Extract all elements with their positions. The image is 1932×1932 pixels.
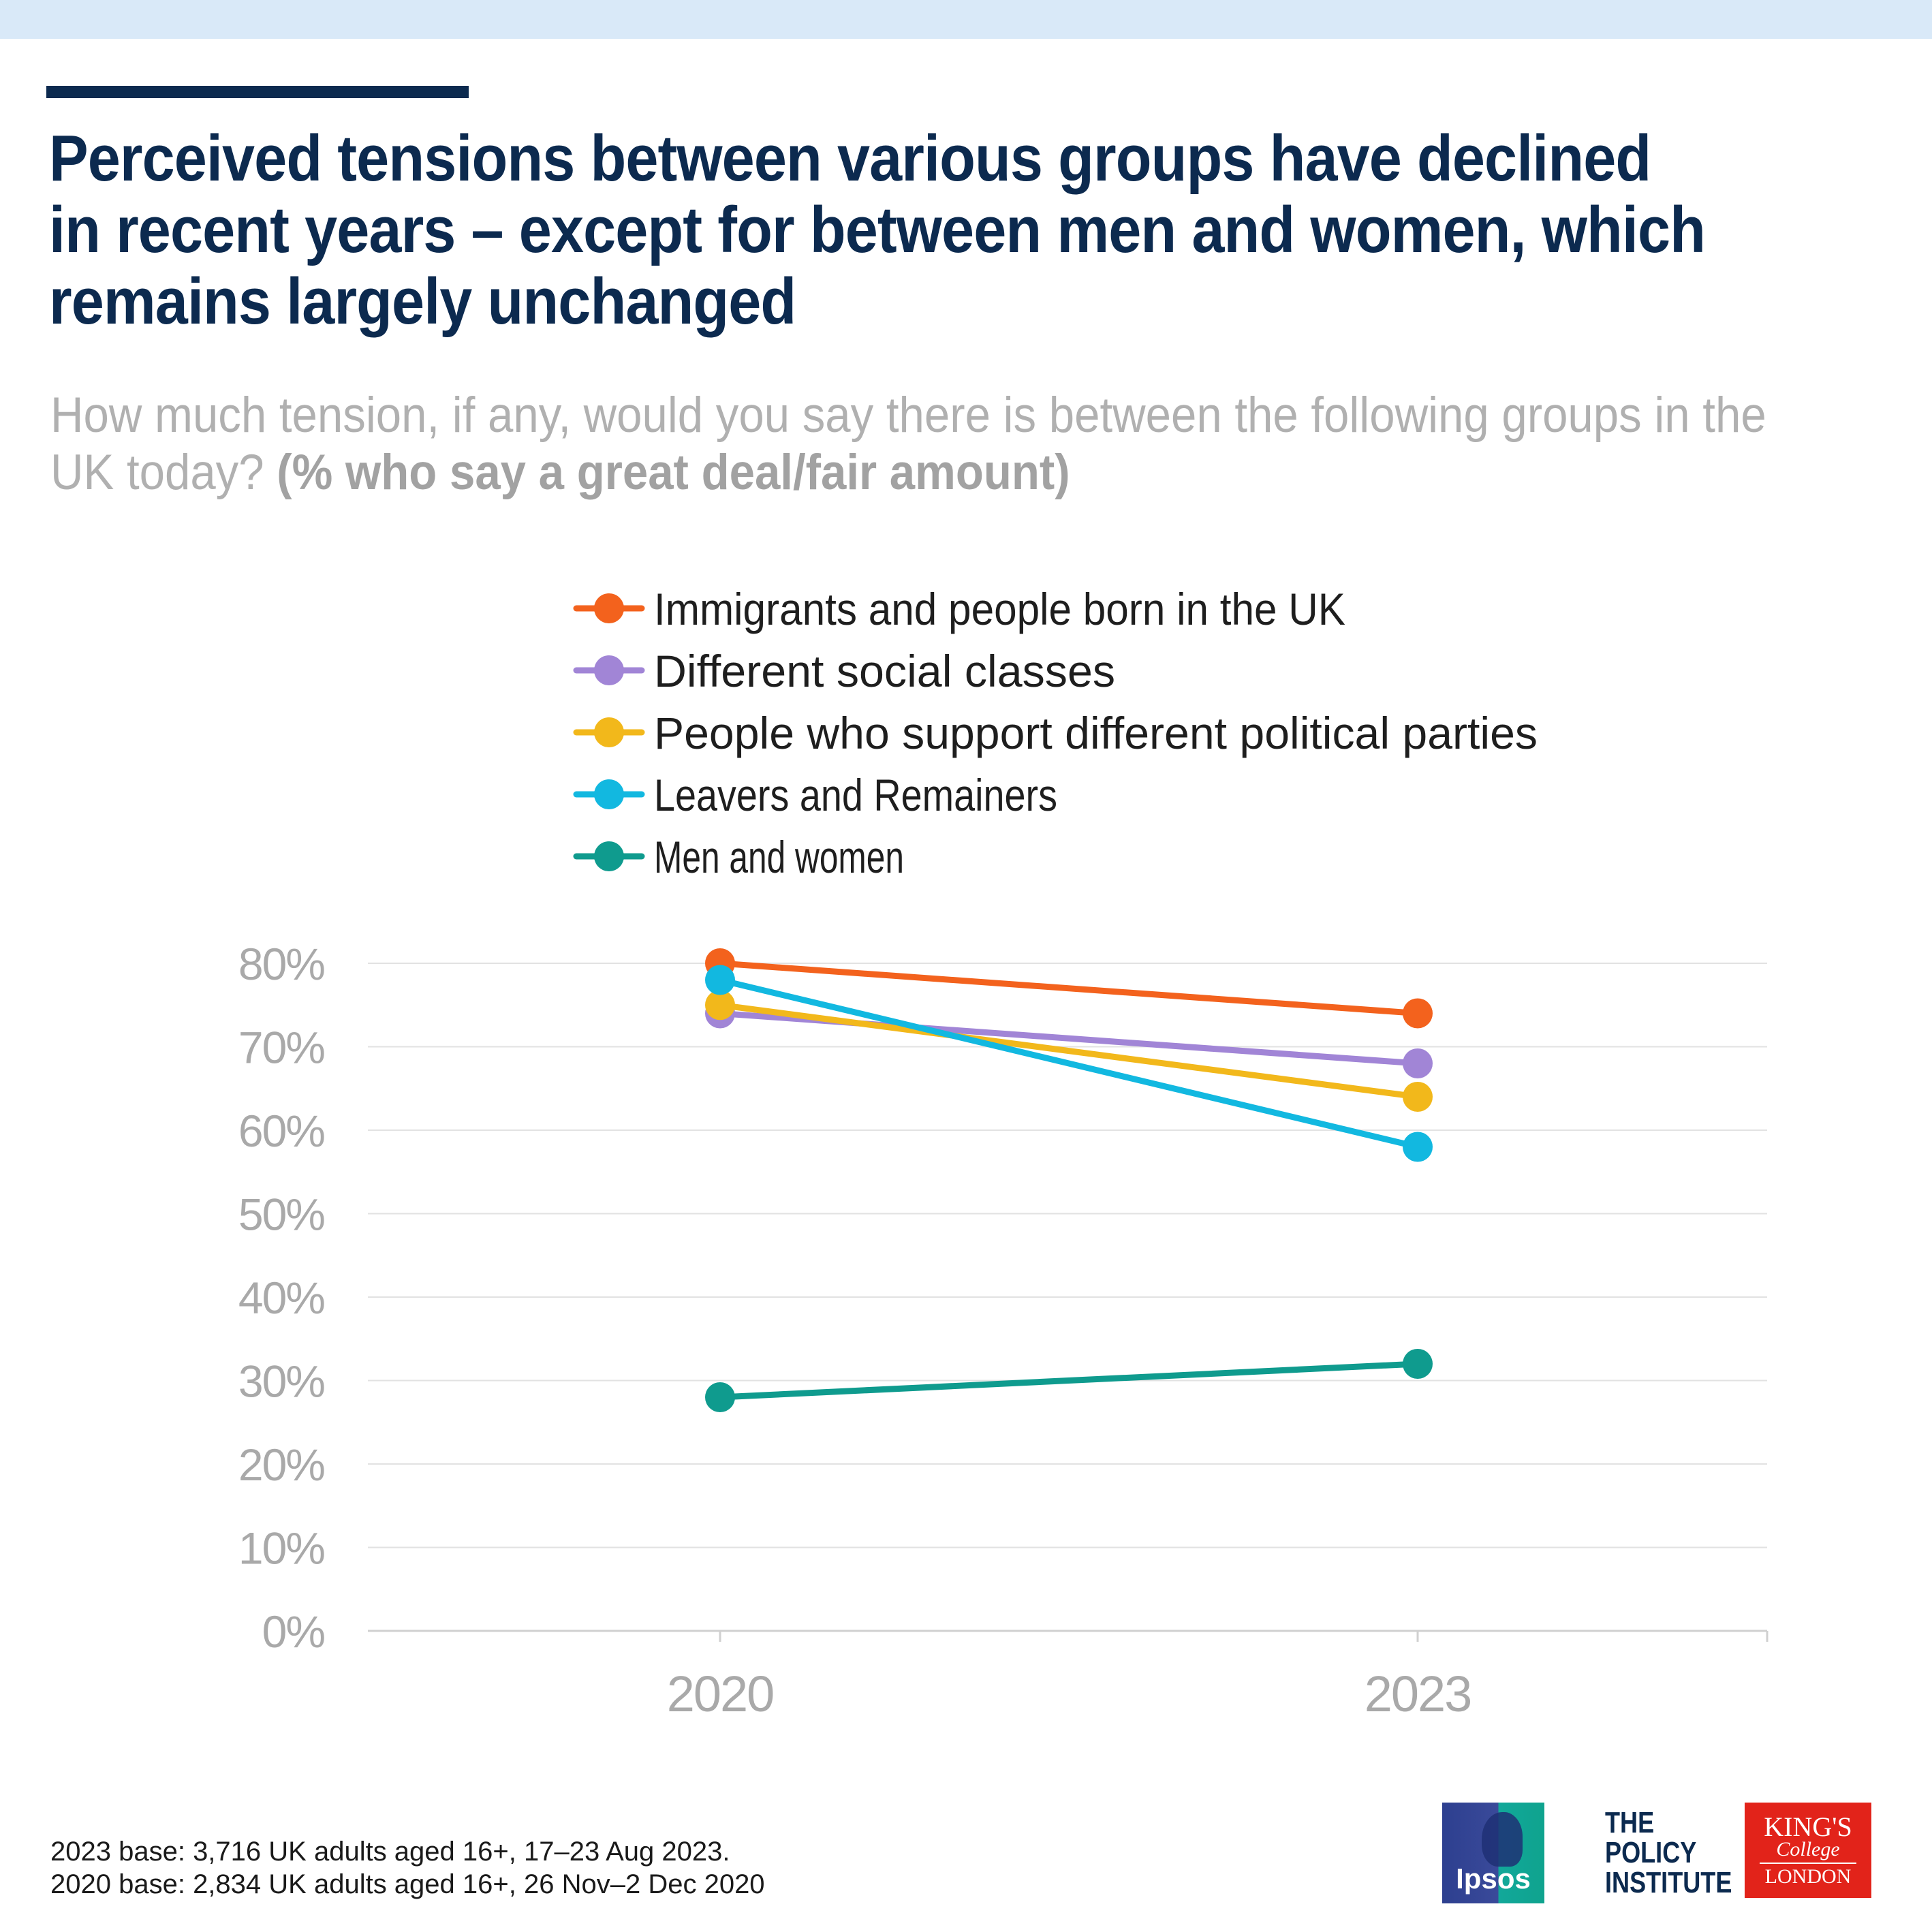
y-axis: 0% 10% 20% 30% 40% 50% 60% 70% 80% xyxy=(238,939,326,1657)
data-point xyxy=(1403,998,1433,1029)
y-tick-label: 40% xyxy=(238,1273,324,1323)
y-tick-label: 10% xyxy=(238,1523,324,1574)
legend-label: Different social classes xyxy=(654,646,1115,696)
y-tick-label: 60% xyxy=(238,1106,324,1156)
y-tick-label: 30% xyxy=(238,1356,324,1407)
legend-label: People who support different political p… xyxy=(654,708,1538,758)
legend-label: Leavers and Remainers xyxy=(654,770,1057,820)
legend-label: Men and women xyxy=(654,832,904,882)
data-point xyxy=(1403,1349,1433,1379)
legend-marker xyxy=(594,655,624,685)
kings-college-logo: KING'S College LONDON xyxy=(1745,1803,1871,1898)
data-point xyxy=(1403,1132,1433,1162)
data-point xyxy=(705,1382,735,1412)
question-emphasis: (% who say a great deal/fair amount) xyxy=(277,445,1070,500)
data-point xyxy=(705,965,735,995)
footnote-2023-base: 2023 base: 3,716 UK adults aged 16+, 17–… xyxy=(50,1837,730,1867)
series-line xyxy=(717,1360,1421,1401)
data-point xyxy=(1403,1048,1433,1078)
kings-logo-line-3: LONDON xyxy=(1760,1863,1856,1887)
x-axis: 2020 2023 xyxy=(667,1631,1769,1722)
policy-institute-line-3: INSTITUTE xyxy=(1605,1866,1732,1899)
series-line xyxy=(717,960,1421,1016)
question-text: How much tension, if any, would you say … xyxy=(50,388,1766,500)
ipsos-logo: Ipsos xyxy=(1442,1803,1544,1903)
y-tick-label: 20% xyxy=(238,1439,324,1490)
legend: Immigrants and people born in the UK Diff… xyxy=(573,584,1538,882)
headline: Perceived tensions between various group… xyxy=(49,122,1706,338)
kings-logo-line-2: College xyxy=(1776,1838,1840,1860)
title-rule xyxy=(46,86,469,98)
footnote-2020-base: 2020 base: 2,834 UK adults aged 16+, 26 … xyxy=(50,1869,765,1899)
footnotes: 2023 base: 3,716 UK adults aged 16+, 17–… xyxy=(50,1835,765,1901)
legend-marker xyxy=(594,593,624,623)
gridlines xyxy=(368,963,1767,1632)
y-tick-label: 80% xyxy=(238,939,324,989)
y-tick-label: 0% xyxy=(262,1606,325,1657)
policy-institute-line-1: THE xyxy=(1605,1806,1655,1839)
x-tick-label: 2023 xyxy=(1365,1666,1471,1722)
survey-question: How much tension, if any, would you say … xyxy=(50,387,1768,501)
kings-logo-line-1: KING'S xyxy=(1764,1811,1852,1842)
y-tick-label: 70% xyxy=(238,1023,324,1073)
top-band xyxy=(0,0,1932,39)
legend-marker xyxy=(594,841,624,871)
series-line xyxy=(717,1001,1421,1100)
policy-institute-logo: THE POLICY INSTITUTE xyxy=(1605,1808,1732,1898)
data-point xyxy=(1403,1082,1433,1112)
x-tick-label: 2020 xyxy=(667,1666,774,1722)
legend-label: Immigrants and people born in the UK xyxy=(654,584,1345,634)
ipsos-logo-text: Ipsos xyxy=(1456,1863,1531,1895)
legend-marker xyxy=(594,779,624,809)
policy-institute-line-2: POLICY xyxy=(1605,1836,1697,1869)
ipsos-head-icon xyxy=(1482,1812,1523,1867)
y-tick-label: 50% xyxy=(238,1189,324,1240)
data-point xyxy=(705,990,735,1020)
series-line xyxy=(717,977,1421,1150)
series-lines xyxy=(705,948,1433,1412)
legend-marker xyxy=(594,717,624,747)
